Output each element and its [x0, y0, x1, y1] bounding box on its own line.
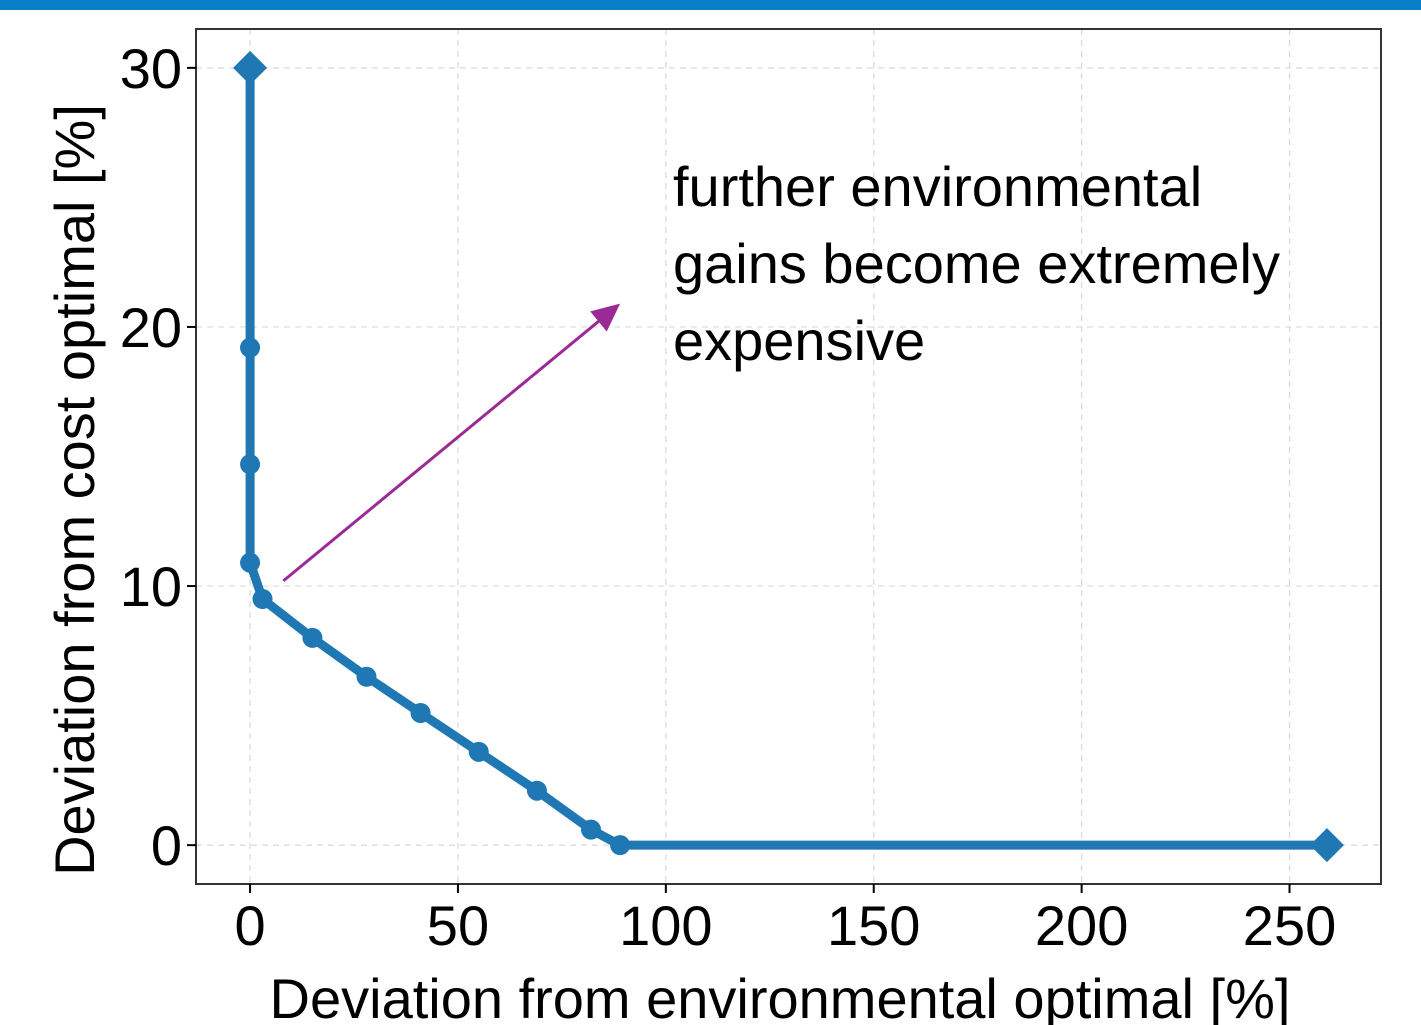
annotation-line-2: gains become extremely [673, 232, 1280, 295]
x-axis: 0 50 100 150 200 250 [234, 884, 1336, 957]
data-point-diamond [1309, 828, 1344, 863]
y-tick-label: 20 [120, 296, 182, 359]
data-point [252, 589, 273, 609]
data-point [526, 780, 547, 801]
x-tick-label: 200 [1035, 894, 1128, 957]
data-point [468, 741, 489, 762]
data-point [610, 835, 631, 856]
x-tick-label: 100 [619, 894, 712, 957]
annotation: further environmental gains become extre… [282, 155, 1280, 583]
y-tick-label: 10 [120, 555, 182, 618]
data-point [410, 703, 431, 723]
x-axis-title: Deviation from environmental optimal [%] [270, 967, 1291, 1025]
x-tick-label: 250 [1243, 894, 1336, 957]
y-axis-title: Deviation from cost optimal [%] [43, 104, 106, 876]
data-point [240, 454, 261, 475]
data-point-diamond [233, 50, 268, 85]
x-tick-label: 50 [427, 894, 489, 957]
y-tick-label: 30 [120, 37, 182, 100]
y-tick-label: 0 [151, 814, 182, 877]
annotation-arrow [282, 313, 609, 583]
data-point [240, 552, 261, 573]
data-point [581, 819, 601, 840]
annotation-line-1: further environmental [673, 155, 1202, 218]
series-1 [233, 50, 1344, 863]
data-point [356, 666, 377, 687]
y-axis: 0 10 20 30 [120, 37, 196, 877]
data-point [240, 337, 261, 358]
plot-frame [195, 28, 1382, 885]
x-tick-label: 150 [827, 894, 920, 957]
annotation-line-3: expensive [673, 309, 925, 372]
x-tick-label: 0 [234, 894, 265, 957]
annotation-arrowhead [590, 303, 621, 332]
top-accent-bar [0, 0, 1421, 10]
data-point [302, 627, 323, 648]
